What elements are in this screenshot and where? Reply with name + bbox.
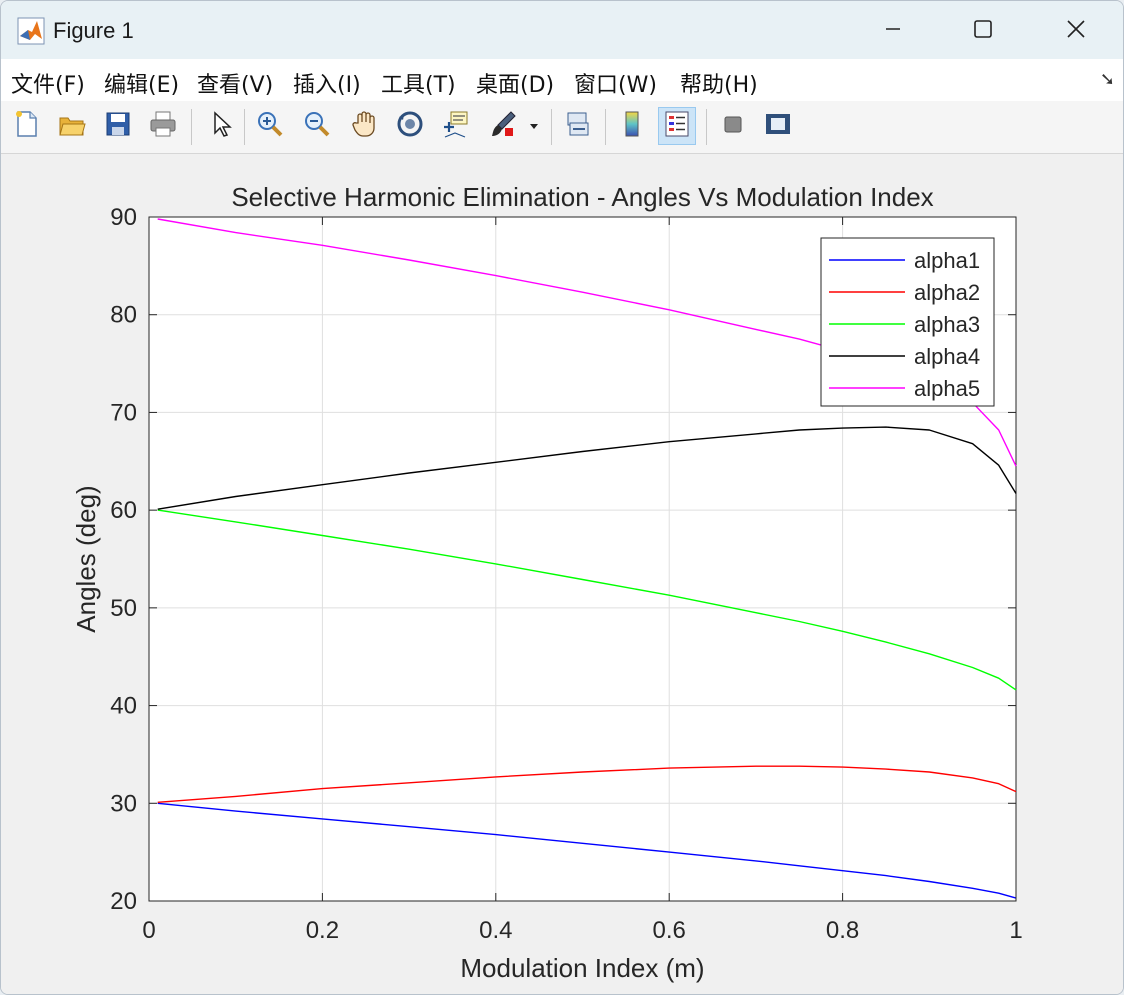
x-tick-label: 0.2 (306, 917, 339, 944)
chevron-down-icon (528, 117, 540, 136)
legend-button[interactable] (658, 107, 696, 145)
hide-plot-tools-button[interactable] (714, 107, 752, 145)
x-tick-label: 0.6 (653, 917, 686, 944)
title-bar[interactable]: Figure 1 (1, 1, 1123, 59)
figure-canvas[interactable]: 0 0.2 0.4 0.6 0.8 1 20 30 40 50 60 70 80 90 Selective… (1, 154, 1123, 994)
edit-plot-cursor-icon (205, 109, 235, 143)
rotate-3d-icon (395, 109, 425, 143)
legend-entry-label: alpha4 (914, 344, 980, 369)
series-line-alpha1 (157, 802, 1017, 899)
print-icon (148, 109, 178, 143)
series-line-alpha2 (157, 765, 1017, 803)
minimize-button[interactable] (861, 11, 925, 51)
toolbar-separator (191, 109, 192, 145)
series-line-alpha4 (157, 426, 1017, 510)
toolbar-separator (551, 109, 552, 145)
y-tick-label: 80 (110, 302, 137, 329)
x-tick-label: 0.4 (479, 917, 512, 944)
legend-entry-label: alpha2 (914, 280, 980, 305)
colorbar-icon (617, 109, 647, 143)
y-tick-label: 20 (110, 888, 137, 915)
legend-entry-label: alpha5 (914, 376, 980, 401)
save-icon (103, 109, 133, 143)
menu-help[interactable]: 帮助(H) (680, 73, 758, 98)
grid (149, 217, 1016, 901)
toolbar-separator (244, 109, 245, 145)
open-file-icon (57, 109, 87, 143)
maximize-icon (972, 18, 994, 44)
data-cursor-icon (441, 109, 471, 143)
save-button[interactable] (99, 107, 137, 145)
menu-window[interactable]: 窗口(W) (574, 73, 657, 98)
colorbar-button[interactable] (613, 107, 651, 145)
pan-hand-icon (349, 109, 379, 143)
y-tick-label: 90 (110, 204, 137, 231)
new-figure-icon (11, 109, 41, 143)
menu-insert[interactable]: 插入(I) (293, 73, 361, 98)
ticks: 0 0.2 0.4 0.6 0.8 1 20 30 40 50 60 70 80 90 (110, 204, 1022, 944)
y-tick-label: 70 (110, 399, 137, 426)
series-line-alpha3 (157, 509, 1017, 691)
zoom-out-icon (302, 109, 332, 143)
chart-title: Selective Harmonic Elimination - Angles … (231, 182, 933, 212)
rotate-3d-button[interactable] (391, 107, 429, 145)
menu-view[interactable]: 查看(V) (197, 73, 274, 98)
brush-icon (489, 109, 519, 143)
menu-desktop[interactable]: 桌面(D) (476, 73, 555, 98)
show-plot-tools-icon (763, 109, 793, 143)
zoom-in-button[interactable] (251, 107, 289, 145)
close-icon (1065, 18, 1087, 44)
legend-entry-label: alpha3 (914, 312, 980, 337)
brush-button[interactable] (485, 107, 523, 145)
legend[interactable]: alpha1 alpha2 alpha3 alpha4 alpha5 (820, 237, 995, 407)
menu-file[interactable]: 文件(F) (11, 73, 85, 98)
x-tick-label: 0 (142, 917, 155, 944)
menu-edit[interactable]: 编辑(E) (104, 73, 180, 98)
menu-tools[interactable]: 工具(T) (381, 73, 456, 98)
menu-overflow-icon[interactable]: ➘ (1099, 69, 1115, 90)
figure-toolbar (1, 101, 1123, 154)
x-tick-label: 1 (1009, 917, 1022, 944)
toolbar-separator (605, 109, 606, 145)
hide-plot-tools-icon (718, 109, 748, 143)
y-tick-label: 60 (110, 497, 137, 524)
line-chart[interactable]: 0 0.2 0.4 0.6 0.8 1 20 30 40 50 60 70 80 90 Selective… (1, 154, 1123, 994)
brush-dropdown[interactable] (523, 107, 545, 145)
link-plot-button[interactable] (559, 107, 597, 145)
legend-entry-label: alpha1 (914, 248, 980, 273)
axes-box (148, 216, 1017, 902)
y-axis-label: Angles (deg) (71, 485, 101, 632)
window-title: Figure 1 (53, 18, 134, 43)
minimize-icon (883, 19, 903, 43)
open-file-button[interactable] (53, 107, 91, 145)
matlab-icon (17, 17, 45, 45)
x-axis-label: Modulation Index (m) (460, 953, 704, 983)
zoom-out-button[interactable] (298, 107, 336, 145)
show-plot-tools-button[interactable] (759, 107, 797, 145)
close-button[interactable] (1044, 11, 1108, 51)
y-tick-label: 50 (110, 595, 137, 622)
menu-bar: 文件(F) 编辑(E) 查看(V) 插入(I) 工具(T) 桌面(D) 窗口(W… (1, 59, 1123, 102)
maximize-button[interactable] (951, 11, 1015, 51)
toolbar-separator (706, 109, 707, 145)
zoom-in-icon (255, 109, 285, 143)
legend-box (820, 237, 995, 407)
edit-plot-button[interactable] (201, 107, 239, 145)
y-tick-label: 40 (110, 693, 137, 720)
data-cursor-button[interactable] (437, 107, 475, 145)
print-button[interactable] (144, 107, 182, 145)
x-tick-label: 0.8 (826, 917, 859, 944)
y-tick-label: 30 (110, 790, 137, 817)
legend-icon (662, 109, 692, 143)
pan-button[interactable] (345, 107, 383, 145)
link-plot-icon (563, 109, 593, 143)
new-figure-button[interactable] (7, 107, 45, 145)
